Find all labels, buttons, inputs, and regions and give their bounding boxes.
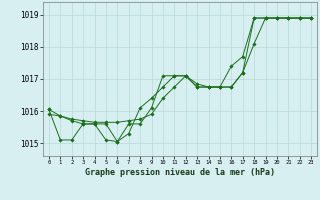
- X-axis label: Graphe pression niveau de la mer (hPa): Graphe pression niveau de la mer (hPa): [85, 168, 275, 177]
